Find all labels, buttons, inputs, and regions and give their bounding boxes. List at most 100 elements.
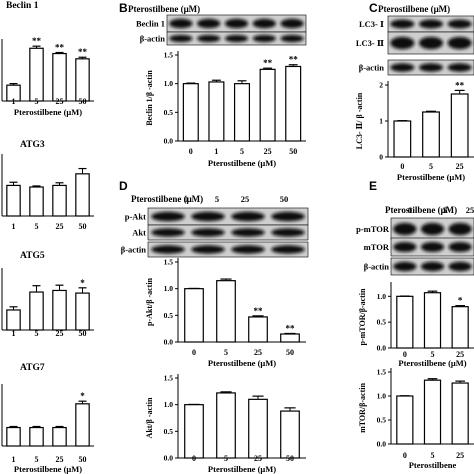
y-tick-label: 0.5 xyxy=(164,311,174,320)
bar xyxy=(75,292,90,331)
y-tick-label: 0.0 xyxy=(164,338,174,347)
blot-row-label: β-actin xyxy=(140,34,166,44)
bar xyxy=(184,404,204,459)
y-tick-label: 0.5 xyxy=(377,416,387,425)
chart-title: Beclin 1 xyxy=(6,1,39,11)
x-axis-label: Pterostilbene (μM) xyxy=(208,158,276,168)
chart-title: ATG7 xyxy=(20,363,45,373)
y-axis-label: Beclin 1/β -actin xyxy=(145,70,154,126)
blot-band xyxy=(390,19,415,29)
x-tick-label: 50 xyxy=(79,97,87,106)
bar xyxy=(423,379,442,445)
blot-band xyxy=(448,261,472,272)
chart-e2: 0.0 0.5 1.0 1.5 mTOR/β-actin 0 5 25Pterostilben… xyxy=(358,368,474,470)
x-tick-label: 1 xyxy=(12,455,16,464)
blot-band xyxy=(447,36,472,50)
bar xyxy=(75,58,90,102)
x-tick-label: 50 xyxy=(79,329,87,338)
x-tick-label: 1 xyxy=(214,147,218,156)
x-tick-label: 1 xyxy=(12,97,16,106)
bar xyxy=(52,52,67,102)
y-tick-label: 1.5 xyxy=(164,258,174,267)
blot-band xyxy=(393,261,417,272)
x-axis-label: Pterostilbene (μM) xyxy=(208,358,276,368)
blot-band xyxy=(197,34,221,43)
blot-row-label: LC3- Ⅱ xyxy=(356,38,384,48)
blot-band xyxy=(197,18,221,29)
x-tick-label: 0 xyxy=(192,454,196,463)
y-tick-label: 1.5 xyxy=(164,374,174,383)
x-tick-label: 0 xyxy=(403,451,407,460)
y-tick-label: 1.0 xyxy=(164,79,174,88)
x-tick-label: 25 xyxy=(264,147,272,156)
blot-band xyxy=(151,228,185,237)
blot-band xyxy=(390,36,415,50)
bar xyxy=(184,288,204,343)
panel-letter-d: D xyxy=(119,179,128,193)
blot-band xyxy=(447,63,472,72)
x-tick-label: 25 xyxy=(56,97,64,106)
x-axis-label: Pterostilbene xyxy=(409,460,457,470)
bar xyxy=(396,295,414,349)
significance-mark: * xyxy=(80,278,85,288)
x-tick-label: 1 xyxy=(12,329,16,338)
x-tick-label: 25 xyxy=(56,329,64,338)
blot-band xyxy=(169,34,193,43)
panel-letter-c: C xyxy=(369,1,378,15)
blot-dose-label: 50 xyxy=(280,194,289,204)
blot-band xyxy=(231,245,265,254)
x-tick-label: 50 xyxy=(286,348,294,357)
blot-band xyxy=(280,18,304,29)
bar xyxy=(6,426,21,447)
x-tick-label: 5 xyxy=(35,329,39,338)
blot-band xyxy=(191,211,225,222)
blot-row-label: Beclin 1 xyxy=(136,19,165,29)
blot-dose-label: 5 xyxy=(443,205,447,215)
x-tick-label: 5 xyxy=(429,162,433,171)
bar xyxy=(29,186,44,217)
x-tick-label: 50 xyxy=(289,147,297,156)
y-tick-label: 0 xyxy=(379,153,383,162)
bar xyxy=(248,316,268,343)
x-axis-label: Pterostilbene (μM) xyxy=(14,464,82,474)
bar xyxy=(216,280,236,343)
blot-band xyxy=(280,34,304,43)
significance-mark: * xyxy=(80,391,85,401)
blot-row-label: p-Akt xyxy=(125,212,146,222)
chart-d2: 0.0 0.5 1.0 1.5 Akt/β -actin 0 5 25 50 Pterostilb… xyxy=(145,374,306,474)
bar xyxy=(182,83,199,142)
blot-band xyxy=(420,241,445,253)
panel-letter-b: B xyxy=(119,1,128,15)
y-tick-label: 0.0 xyxy=(377,440,387,449)
y-tick-label: 0.5 xyxy=(164,108,174,117)
bar xyxy=(423,292,442,349)
x-tick-label: 50 xyxy=(79,455,87,464)
blot-band xyxy=(191,245,225,254)
chart-a2: 1 5 25 50 ATG3 xyxy=(1,140,94,231)
significance-mark: ** xyxy=(455,80,465,90)
blot-row-label: β-actin xyxy=(121,245,147,255)
bar xyxy=(393,120,412,158)
significance-mark: ** xyxy=(78,47,88,57)
blot-strip-beta-actin xyxy=(147,241,309,258)
bar xyxy=(280,410,300,459)
blot-row-label: Akt xyxy=(132,228,146,238)
bar xyxy=(233,83,251,142)
x-tick-label: 5 xyxy=(35,97,39,106)
panel-letter-e: E xyxy=(369,179,377,193)
blot-band xyxy=(252,18,276,29)
x-tick-label: 0 xyxy=(403,350,407,359)
y-tick-label: 1 xyxy=(379,117,383,126)
x-tick-label: 5 xyxy=(240,147,244,156)
blot-band xyxy=(224,34,249,43)
x-tick-label: 25 xyxy=(456,350,464,359)
y-tick-label: 2 xyxy=(379,81,383,90)
y-tick-label: 1.0 xyxy=(377,392,387,401)
chart-e1: 0.0 0.5 1.0 p-mTOR/β-actin 0 5 * 25Pterostilben… xyxy=(358,282,474,368)
x-tick-label: 5 xyxy=(431,350,435,359)
bar xyxy=(422,111,440,158)
blot-header-d: Pterostilbene (μM) xyxy=(131,194,203,204)
blot-band xyxy=(448,241,472,253)
bar xyxy=(259,68,276,142)
blot-header-b: Pterostilbene (μM) xyxy=(128,4,200,14)
